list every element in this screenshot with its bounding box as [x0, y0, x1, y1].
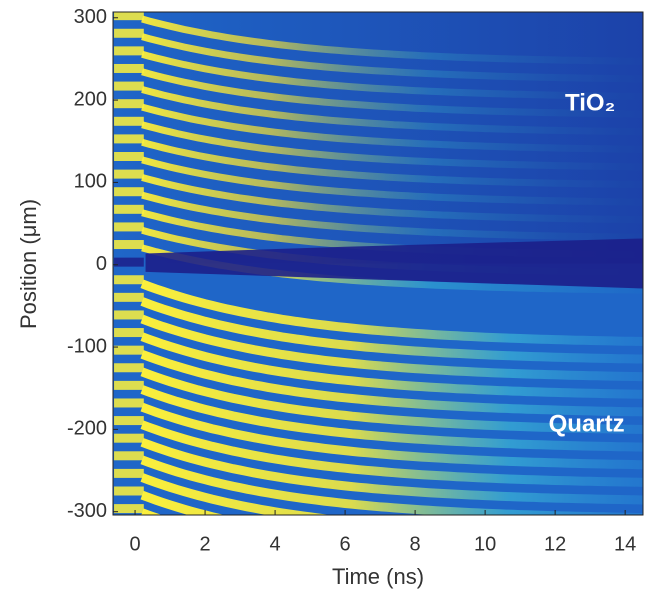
- y-tick-label: 300: [74, 6, 107, 28]
- texture-stripe: [140, 350, 643, 417]
- texture-stripe: [140, 438, 643, 505]
- y-tick-label: -200: [67, 418, 107, 440]
- texture-edge: [114, 398, 144, 408]
- texture-edge: [114, 169, 144, 179]
- texture-edge: [114, 134, 144, 144]
- texture-dark-band: [145, 238, 643, 289]
- texture-edge: [114, 222, 144, 232]
- y-tick-label: -300: [67, 500, 107, 522]
- texture-stripe: [140, 279, 643, 346]
- texture-edge: [114, 99, 144, 109]
- annotation: Quartz: [549, 411, 625, 438]
- x-axis-label: Time (ns): [332, 564, 424, 589]
- texture-stripe: [140, 297, 643, 364]
- annotation: TiO₂: [565, 90, 615, 117]
- texture-stripe: [140, 455, 643, 515]
- plot-frame: [112, 11, 644, 516]
- y-axis-label: Position (μm): [16, 199, 41, 329]
- texture-edge: [114, 116, 144, 126]
- x-tick-label: 0: [129, 533, 140, 555]
- texture-edge: [114, 345, 144, 355]
- y-tick-label: 100: [74, 171, 107, 193]
- texture-edge: [114, 380, 144, 390]
- texture-stripe: [140, 420, 643, 487]
- x-tick-label: 6: [340, 533, 351, 555]
- texture-edge: [114, 46, 144, 56]
- texture-stripe: [140, 402, 643, 470]
- texture-edge: [114, 240, 144, 250]
- texture-edge: [114, 468, 144, 478]
- texture-edge: [114, 451, 144, 461]
- texture-stripe: [140, 385, 643, 452]
- y-tick-label: 0: [96, 253, 107, 275]
- y-tick-label: 200: [74, 88, 107, 110]
- texture-edge: [114, 486, 144, 496]
- texture-edge: [114, 28, 144, 38]
- plot-image: [113, 12, 643, 515]
- x-tick-label: 2: [200, 533, 211, 555]
- texture-edge: [114, 416, 144, 426]
- texture-edge: [114, 12, 144, 21]
- texture-edge: [114, 204, 144, 214]
- texture-stripe: [140, 314, 643, 382]
- texture-stripe: [141, 508, 162, 515]
- texture-edge: [114, 433, 144, 443]
- texture-edge: [114, 81, 144, 91]
- texture-stripe: [140, 332, 643, 399]
- texture-edge: [114, 187, 144, 197]
- texture-edge: [114, 310, 144, 320]
- texture-edge: [114, 63, 144, 73]
- y-tick-label: -100: [67, 335, 107, 357]
- texture-stripe: [140, 473, 332, 515]
- texture-edge: [114, 275, 144, 285]
- texture-stripe: [140, 367, 643, 435]
- texture-edge: [114, 328, 144, 338]
- x-tick-label: 8: [410, 533, 421, 555]
- texture-edge: [114, 504, 144, 514]
- texture-shade: [113, 12, 643, 264]
- texture-edge: [114, 292, 144, 302]
- texture-edge: [114, 257, 144, 267]
- x-tick-label: 14: [614, 533, 636, 555]
- x-tick-label: 12: [544, 533, 566, 555]
- x-tick-label: 4: [270, 533, 281, 555]
- texture-edge: [114, 152, 144, 162]
- x-tick-label: 10: [474, 533, 496, 555]
- texture-edge: [114, 363, 144, 373]
